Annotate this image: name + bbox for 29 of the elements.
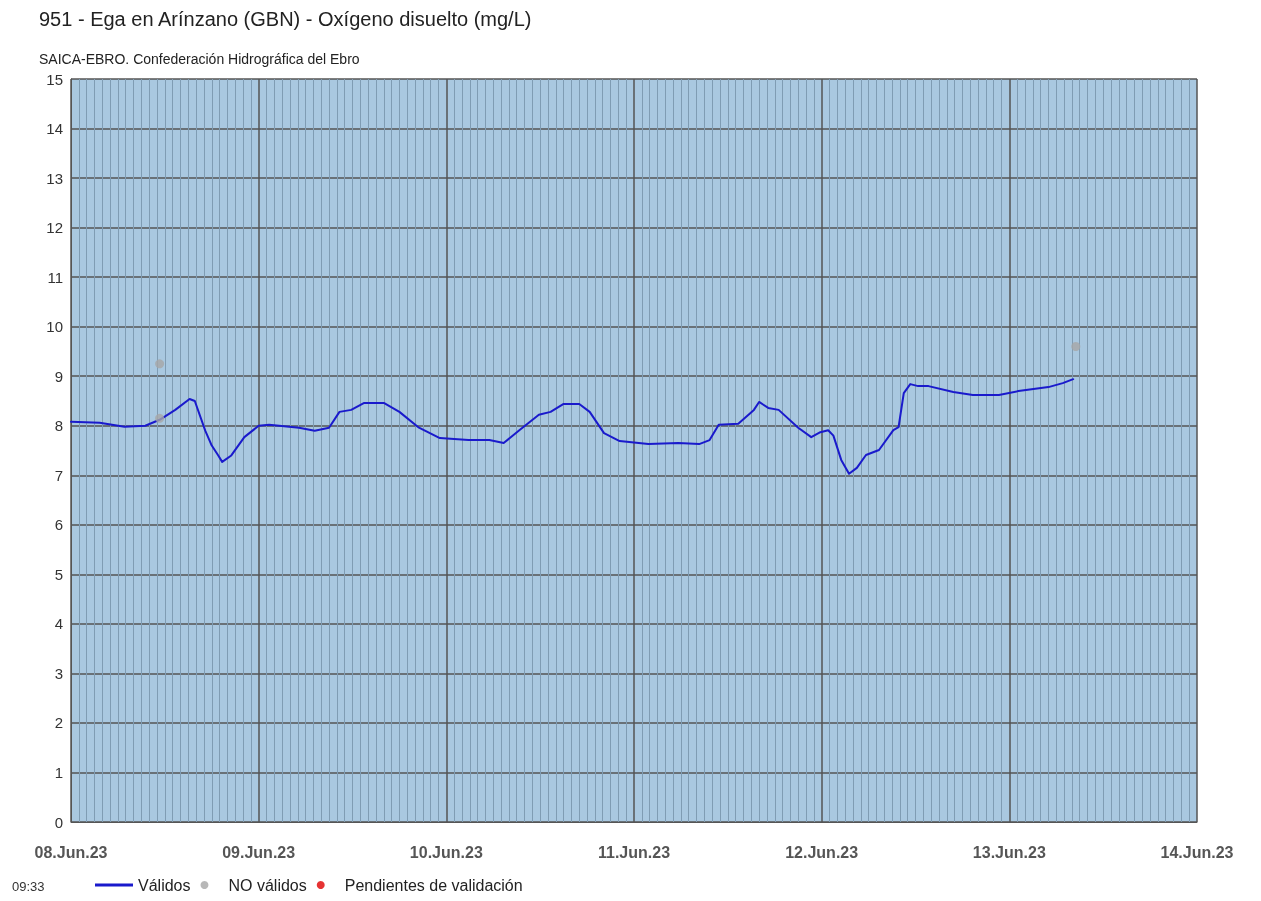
y-tick-label: 11	[47, 268, 63, 286]
y-tick-label: 8	[54, 417, 63, 435]
x-tick-label: 11.Jun.23	[597, 843, 671, 861]
chart-title: 951 - Ega en Arínzano (GBN) - Oxígeno disuelto (mg/L)	[39, 8, 532, 30]
y-tick-label: 1	[54, 763, 63, 781]
legend-label: NO válidos	[228, 876, 307, 894]
chart-subtitle: SAICA-EBRO. Confederación Hidrográfica del Ebro	[39, 51, 360, 67]
y-tick-label: 0	[54, 813, 63, 831]
x-tick-label: 09.Jun.23	[222, 843, 296, 861]
y-tick-label: 6	[54, 516, 63, 534]
y-tick-label: 4	[54, 615, 63, 633]
y-tick-label: 10	[46, 318, 63, 336]
legend-label: Pendientes de validación	[344, 876, 523, 894]
y-tick-label: 12	[46, 219, 63, 237]
y-tick-label: 7	[54, 466, 63, 484]
y-tick-label: 14	[46, 120, 63, 138]
y-tick-label: 2	[54, 714, 63, 732]
x-tick-label: 10.Jun.23	[409, 843, 483, 861]
x-tick-label: 12.Jun.23	[785, 843, 859, 861]
y-tick-label: 13	[46, 169, 63, 187]
x-tick-label: 08.Jun.23	[34, 843, 108, 861]
y-tick-label: 15	[46, 70, 63, 88]
y-tick-label: 3	[54, 664, 63, 682]
y-tick-label: 5	[54, 565, 63, 583]
legend-label: Válidos	[138, 876, 191, 894]
x-tick-label: 14.Jun.23	[1160, 843, 1234, 861]
x-tick-label: 13.Jun.23	[972, 843, 1046, 861]
text: 09:33	[12, 879, 45, 894]
y-tick-label: 9	[54, 367, 63, 385]
